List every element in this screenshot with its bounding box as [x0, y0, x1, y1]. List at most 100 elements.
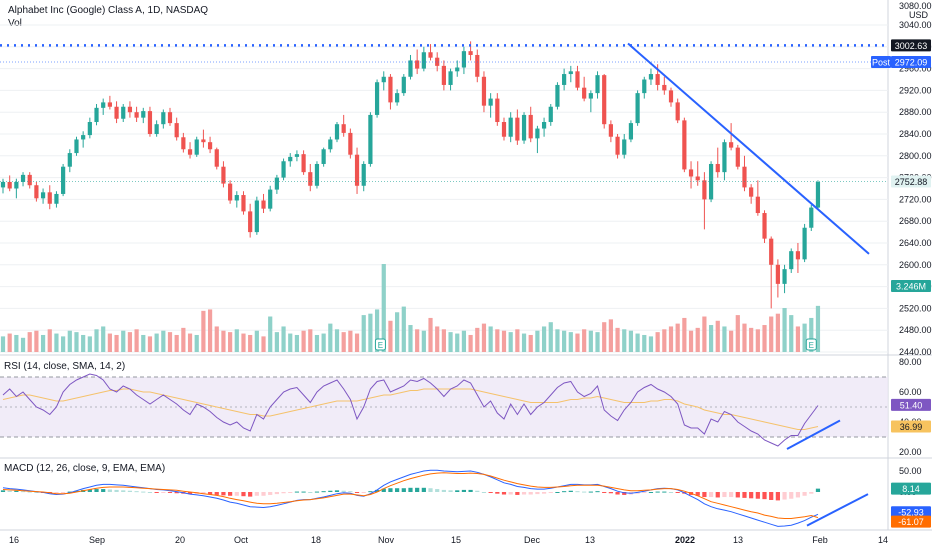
macd-histogram-bar — [221, 492, 226, 496]
macd-histogram-bar — [174, 492, 179, 494]
price-tick-label: 2720.00 — [899, 194, 932, 204]
volume-bar — [562, 330, 567, 352]
volume-bar — [481, 323, 487, 352]
price-tick-label: 3080.00 — [899, 1, 932, 11]
rsi-band — [0, 376, 888, 438]
macd-histogram-bar — [228, 492, 233, 496]
rsi-tick-label: 80.00 — [899, 357, 922, 367]
macd-histogram-bar — [201, 492, 206, 495]
macd-histogram-bar — [742, 492, 747, 498]
post-label: Post — [872, 58, 891, 68]
candle-body — [475, 54, 480, 77]
macd-histogram-bar — [341, 490, 346, 492]
macd-histogram-bar — [735, 492, 740, 498]
rsi-ma-value-tag: 36.99 — [900, 422, 923, 432]
volume-bar — [87, 336, 92, 352]
macd-histogram-bar — [488, 492, 493, 493]
macd-histogram-bar — [395, 488, 400, 492]
volume-bar — [789, 315, 794, 352]
macd-histogram-bar — [521, 492, 527, 495]
candle-body — [628, 123, 634, 140]
candle-body — [301, 154, 306, 173]
macd-histogram-bar — [435, 489, 440, 492]
macd-histogram-bar — [528, 492, 533, 495]
macd-line — [2, 469, 819, 527]
volume-bar — [809, 317, 814, 352]
volume-value-tag: 3.246M — [896, 282, 926, 292]
volume-bar — [548, 322, 553, 352]
macd-histogram-bar — [602, 492, 607, 493]
candle-body — [261, 200, 266, 209]
volume-bar — [354, 333, 360, 352]
macd-histogram-bar — [147, 492, 153, 493]
candle-body — [448, 71, 453, 85]
candle-body — [749, 187, 754, 197]
volume-bar — [61, 336, 66, 352]
candle-body — [381, 76, 386, 83]
macd-histogram-bar — [328, 490, 333, 492]
candle-body — [147, 111, 153, 134]
price-axis: 2440.002480.002520.002560.002600.002640.… — [899, 1, 932, 518]
macd-histogram-bar — [562, 491, 567, 493]
price-tick-label: 2840.00 — [899, 129, 932, 139]
macd-histogram-bar — [795, 492, 801, 498]
time-tick-label: 16 — [9, 535, 19, 545]
macd-histogram-bar — [708, 492, 714, 498]
volume-bar — [762, 325, 767, 352]
volume-bar — [127, 332, 133, 352]
candle-body — [54, 193, 59, 204]
macd-histogram-bar — [475, 490, 480, 492]
candle-body — [268, 189, 273, 209]
volume-bar — [348, 330, 353, 352]
volume-bar — [34, 330, 39, 352]
candle-body — [348, 132, 353, 155]
volume-bar — [234, 329, 239, 352]
macd-histogram-bar — [802, 492, 807, 496]
macd-histogram-bar — [608, 492, 613, 494]
volume-bar — [815, 305, 821, 352]
candle-body — [642, 79, 647, 94]
macd-histogram-bar — [281, 492, 286, 494]
volume-bar — [321, 333, 326, 352]
macd-histogram-bar — [20, 491, 26, 493]
macd-histogram-bar — [187, 492, 193, 495]
time-tick-label: Feb — [812, 535, 828, 545]
candle-body — [288, 156, 293, 162]
volume-bar — [121, 330, 126, 352]
candle-body — [435, 57, 440, 66]
volume-bar — [361, 315, 366, 352]
candle-body — [595, 75, 600, 94]
macd-histogram-bar — [575, 491, 580, 493]
volume-bar — [341, 332, 346, 352]
macd-histogram-bar — [154, 492, 159, 493]
candle-body — [408, 60, 413, 77]
price-tick-label: 2520.00 — [899, 303, 932, 313]
volume-bar — [428, 317, 433, 352]
candle-body — [769, 238, 774, 265]
macd-histogram-bar — [722, 492, 727, 498]
macd-histogram-bar — [161, 492, 166, 493]
volume-bar — [114, 334, 119, 352]
candle-body — [207, 142, 213, 150]
candle-body — [521, 114, 527, 141]
volume-bar — [134, 329, 139, 352]
macd-histogram-bar — [374, 489, 380, 492]
signal-value-tag: -61.07 — [898, 517, 924, 527]
last-price-tag-bg — [891, 175, 931, 188]
candle-body — [34, 185, 39, 199]
candle-body — [67, 153, 72, 167]
post-label-bg — [871, 56, 891, 69]
candle-body — [488, 98, 493, 106]
candle-body — [254, 200, 259, 233]
macd-histogram-bar — [662, 491, 667, 493]
candle-body — [555, 84, 560, 107]
time-tick-label: Oct — [234, 535, 249, 545]
price-tick-label: 2960.00 — [899, 64, 932, 74]
volume-bar — [775, 313, 780, 352]
macd-histogram-bar — [348, 491, 353, 493]
volume-bar — [368, 313, 373, 352]
candle-body — [114, 106, 119, 119]
volume-bar — [395, 312, 400, 352]
macd-histogram-bar — [308, 492, 313, 493]
